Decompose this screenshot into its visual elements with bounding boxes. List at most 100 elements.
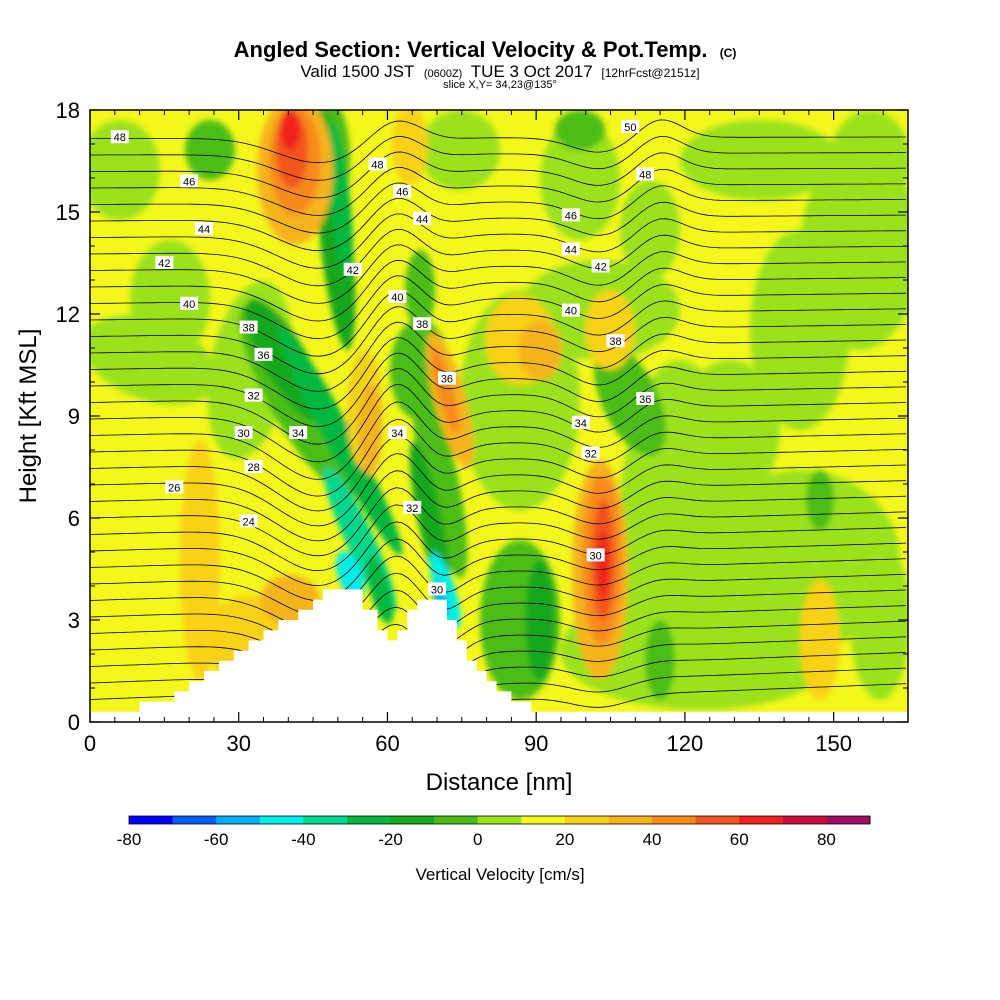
colorbar-frame [128,815,871,825]
y-tick-label: 18 [56,98,80,123]
theta-contour-label: 34 [388,426,407,440]
velocity-shade [420,110,500,190]
svg-text:38: 38 [609,336,621,348]
theta-contour-line [90,151,906,199]
colorbar-swatch [303,816,348,824]
theta-contour-line [90,521,907,587]
theta-contour-label: 48 [636,167,655,182]
svg-text:30: 30 [590,550,602,562]
colorbar-tick-label: -60 [204,830,229,849]
theta-contour-line [90,321,907,392]
theta-contour-label: 30 [234,426,253,440]
velocity-shade [585,290,635,370]
svg-text:44: 44 [198,224,210,236]
theta-contour-label: 32 [581,446,600,460]
colorbar-swatch [346,816,392,824]
theta-contour-label: 46 [393,184,412,199]
x-axis: 0 30 60 90 120 150 [84,110,884,756]
theta-contour-label: 28 [244,460,263,474]
theta-contour-line [90,135,906,181]
theta-contour-label: 34 [571,415,590,430]
svg-text:42: 42 [595,261,607,273]
velocity-shade [680,360,780,500]
theta-contour-line [90,259,906,322]
svg-text:30: 30 [431,584,443,596]
velocity-shade [850,540,908,700]
svg-text:36: 36 [639,394,651,406]
colorbar-tick-label: 80 [817,830,836,849]
theta-contour-label: 50 [621,120,640,134]
theta-contour-line [90,487,907,557]
velocity-shade [412,382,468,578]
colorbar-swatch [739,816,784,824]
colorbar-swatch [826,816,871,824]
svg-text:36: 36 [257,350,269,362]
x-tick-label: 60 [375,731,399,756]
colorbar-title: Vertical Velocity [cm/s] [415,865,584,884]
theta-contour-line [90,572,907,631]
velocity-shade [90,120,160,220]
svg-text:32: 32 [585,448,597,460]
colorbar-tick-label: 60 [730,830,749,849]
y-tick-label: 15 [56,200,80,225]
theta-contour-line [90,228,907,287]
y-tick-label: 0 [68,710,80,735]
theta-contour-line [90,555,907,616]
plot-area: 48 46 44 42 40 38 36 32 30 28 26 24 34 48 46 44 42 40 38 36… [90,110,908,722]
velocity-shade [335,551,365,599]
colorbar-tick-label: 20 [555,830,574,849]
theta-contour-line [90,453,907,527]
velocity-shade [280,110,300,150]
colorbar-swatch [172,816,217,824]
velocity-shade [431,346,459,434]
velocity-shade [185,120,235,180]
colorbar-swatch [259,816,304,824]
svg-text:32: 32 [247,391,259,403]
theta-contour-line [90,244,907,304]
theta-contour-label: 42 [343,262,362,277]
colorbar-swatch [782,816,827,824]
svg-text:42: 42 [158,258,170,270]
terrain [90,589,908,722]
theta-contour-label: 48 [368,157,387,171]
velocity-shade [620,180,680,280]
colorbar-swatch [695,816,740,824]
svg-text:50: 50 [624,122,636,134]
colorbar-swatch [477,816,522,824]
theta-contour-label: 38 [413,317,432,331]
svg-text:44: 44 [565,244,577,256]
theta-contour-label: 40 [388,290,407,304]
velocity-shade [680,120,840,200]
velocity-shade [597,530,609,600]
x-tick-label: 30 [226,731,250,756]
svg-text:Angled Section: Vertical Veloc: Angled Section: Vertical Velocity & Pot.… [234,37,737,62]
colorbar-tick-label: 0 [473,830,482,849]
velocity-shade [806,470,834,530]
velocity-shade [358,385,382,475]
svg-text:40: 40 [391,292,403,304]
colorbar-swatch [564,816,609,824]
title-units: (C) [720,46,737,60]
theta-contour-line [90,198,906,252]
theta-contour-label: 42 [591,259,610,273]
theta-contour-line [90,213,907,269]
theta-contour-label: 30 [586,548,605,562]
theta-contour-line [90,589,907,646]
svg-text:34: 34 [391,428,403,440]
theta-contour-label: 26 [165,480,184,494]
colorbar-swatch [521,816,566,824]
theta-contour-line [90,470,907,542]
svg-text:48: 48 [114,132,126,144]
theta-contour-label: 42 [155,256,174,270]
x-axis-label: Distance [nm] [426,769,573,796]
y-tick-label: 3 [68,608,80,633]
theta-contour-label: 36 [437,371,456,386]
velocity-shade [594,344,666,456]
svg-text:34: 34 [575,418,587,430]
theta-contour-line [90,436,907,512]
svg-text:46: 46 [565,210,577,222]
valid-prefix: Valid 1500 JST [300,62,414,81]
colorbar-tick-label: -80 [117,830,142,849]
